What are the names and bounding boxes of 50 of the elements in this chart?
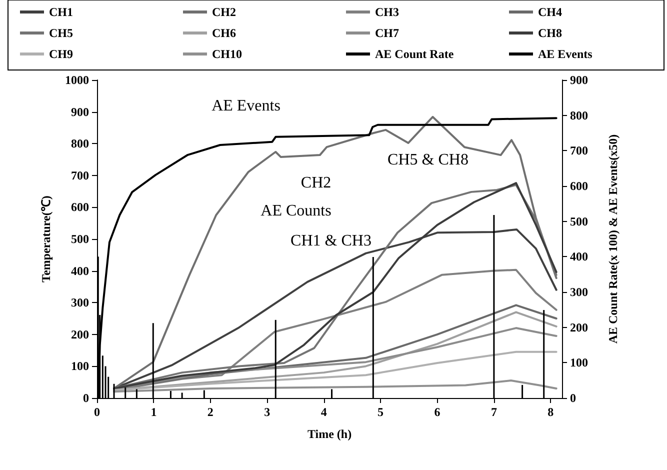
y2-tick-label: 100 <box>570 356 588 370</box>
legend-label: CH7 <box>375 26 399 40</box>
y2-tick-label: 700 <box>570 144 588 158</box>
y-tick-label: 400 <box>71 264 89 278</box>
annotation: AE Counts <box>260 202 332 220</box>
legend-label: AE Count Rate <box>375 47 454 61</box>
x-tick-label: 2 <box>207 405 214 419</box>
y-tick-label: 0 <box>83 391 89 405</box>
x-tick-label: 8 <box>548 405 554 419</box>
y-tick-label: 200 <box>71 327 89 342</box>
annotation: CH1 & CH3 <box>290 232 372 250</box>
y-tick-label: 900 <box>71 104 89 119</box>
annotation: CH2 <box>300 174 332 192</box>
annotation: CH5 & CH8 <box>388 152 468 168</box>
legend-label: CH9 <box>49 47 73 61</box>
y2-tick-label: 800 <box>570 108 588 122</box>
legend-label: CH8 <box>538 26 562 40</box>
y-tick-label: 300 <box>71 296 89 310</box>
y2-axis-title: AE Count Rate(x 100) & AE Events(x50) <box>606 134 620 344</box>
y2-tick-label: 200 <box>570 320 588 334</box>
y2-tick-label: 0 <box>570 391 576 405</box>
legend-label: AE Events <box>538 47 593 61</box>
y-axis-title: Temperature(℃) <box>39 196 53 282</box>
y-tick-label: 700 <box>71 168 89 182</box>
legend-label: CH6 <box>212 26 236 40</box>
y2-tick-label: 900 <box>570 73 588 87</box>
annotation: AE Events <box>212 98 280 114</box>
y2-tick-label: 400 <box>570 250 588 264</box>
legend-label: CH2 <box>212 5 236 19</box>
x-axis-title: Time (h) <box>307 427 352 441</box>
x-tick-label: 7 <box>490 405 497 419</box>
y-tick-label: 1000 <box>65 73 89 87</box>
y-tick-label: 500 <box>71 232 89 246</box>
legend-label: CH10 <box>212 47 242 61</box>
y-tick-label: 600 <box>71 200 89 214</box>
x-tick-label: 0 <box>94 405 100 419</box>
y2-tick-label: 600 <box>570 179 588 193</box>
x-tick-label: 5 <box>378 405 384 419</box>
y2-tick-label: 300 <box>570 285 588 299</box>
y2-tick-label: 500 <box>570 214 588 228</box>
legend-label: CH3 <box>375 5 399 19</box>
legend-label: CH4 <box>538 5 562 19</box>
x-tick-label: 4 <box>320 405 327 419</box>
legend-label: CH5 <box>49 26 73 40</box>
x-tick-label: 1 <box>150 405 157 419</box>
x-tick-label: 3 <box>264 405 270 419</box>
y-tick-label: 100 <box>71 359 89 374</box>
y-tick-label: 800 <box>71 136 89 151</box>
x-tick-label: 6 <box>434 405 440 419</box>
legend-label: CH1 <box>49 5 73 19</box>
